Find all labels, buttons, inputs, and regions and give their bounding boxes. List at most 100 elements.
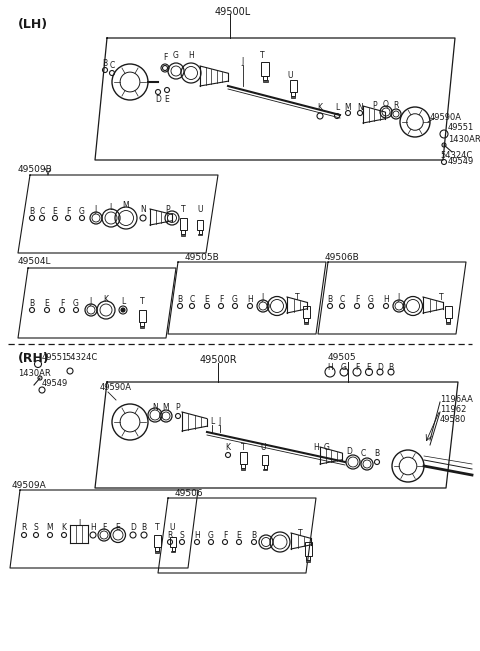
Text: G: G (79, 206, 85, 215)
Bar (140, 322, 144, 326)
Text: D: D (130, 523, 136, 531)
Text: L: L (335, 104, 339, 113)
Bar (199, 230, 202, 234)
Text: P: P (372, 100, 377, 109)
Bar (155, 551, 159, 553)
Text: B: B (102, 59, 108, 68)
Text: P: P (166, 206, 170, 214)
Text: 49500R: 49500R (200, 355, 238, 365)
Bar (140, 326, 144, 327)
Bar (289, 80, 297, 92)
Bar (304, 322, 308, 324)
Text: P: P (176, 404, 180, 413)
Text: B: B (374, 449, 380, 458)
Text: B: B (29, 206, 35, 215)
Text: H: H (90, 523, 96, 531)
Text: 49505B: 49505B (185, 253, 220, 262)
Bar (304, 318, 308, 322)
Bar (241, 464, 245, 468)
Text: H: H (188, 51, 194, 59)
Text: U: U (287, 72, 293, 81)
Text: B: B (388, 363, 394, 372)
Text: T: T (140, 298, 144, 307)
Text: C: C (39, 206, 45, 215)
Text: D: D (155, 96, 161, 105)
Text: U: U (169, 523, 175, 531)
Text: K: K (61, 523, 67, 533)
Text: H: H (313, 443, 319, 452)
Bar (181, 234, 185, 236)
Bar (264, 465, 266, 469)
Text: J: J (398, 294, 400, 303)
Text: F: F (355, 363, 359, 372)
Text: E: E (45, 299, 49, 307)
Bar (240, 452, 247, 464)
Bar (263, 80, 267, 81)
Text: E: E (367, 363, 372, 372)
Bar (241, 468, 245, 469)
Bar (170, 537, 176, 547)
Text: T: T (260, 51, 264, 59)
Text: B: B (142, 523, 146, 531)
Text: 54324C: 54324C (65, 353, 97, 363)
Text: T: T (298, 529, 302, 538)
Text: H: H (327, 363, 333, 372)
Text: 49505: 49505 (328, 353, 357, 363)
Text: E: E (204, 294, 209, 303)
Text: F: F (219, 294, 223, 303)
Bar (444, 306, 452, 318)
Text: L: L (121, 298, 125, 307)
Bar (263, 76, 267, 80)
Bar (291, 96, 295, 98)
Text: J: J (219, 417, 221, 426)
Bar (262, 455, 268, 465)
Text: M: M (345, 102, 351, 111)
Bar (304, 542, 312, 555)
Bar (181, 230, 185, 234)
Text: 49549: 49549 (448, 158, 474, 167)
Text: G: G (341, 363, 347, 372)
Text: 49590A: 49590A (100, 383, 132, 393)
Text: G: G (368, 294, 374, 303)
Text: 49509A: 49509A (12, 480, 47, 490)
Text: (LH): (LH) (18, 18, 48, 31)
Text: T: T (155, 523, 159, 531)
Bar (171, 547, 175, 551)
Text: Q: Q (383, 100, 389, 109)
Text: E: E (53, 206, 58, 215)
Text: 49580: 49580 (440, 415, 467, 424)
Text: D: D (346, 447, 352, 456)
Text: 49551: 49551 (448, 124, 474, 133)
Bar (155, 547, 159, 551)
Text: L: L (210, 417, 214, 426)
Bar (180, 218, 187, 230)
Text: G: G (173, 51, 179, 61)
Text: L: L (78, 518, 82, 527)
Text: C: C (190, 294, 194, 303)
Text: F: F (223, 531, 227, 540)
Text: 49506B: 49506B (325, 253, 360, 262)
Text: T: T (439, 294, 444, 303)
Text: C: C (360, 449, 366, 458)
Text: G: G (232, 294, 238, 303)
Text: 1430AR: 1430AR (448, 135, 480, 145)
Text: U: U (197, 206, 203, 214)
Text: F: F (355, 294, 359, 303)
Bar (306, 555, 310, 560)
Text: U: U (260, 443, 266, 452)
Text: M: M (47, 523, 53, 533)
Bar (291, 92, 295, 96)
Text: B: B (252, 531, 257, 540)
Text: 1196AA: 1196AA (440, 396, 473, 404)
Bar (154, 535, 160, 547)
Text: H: H (247, 294, 253, 303)
Text: T: T (295, 294, 300, 303)
Text: E: E (165, 96, 169, 105)
Text: N: N (357, 102, 363, 111)
Text: 49509B: 49509B (18, 165, 53, 174)
Text: N: N (152, 404, 158, 413)
Text: H: H (383, 294, 389, 303)
Text: E: E (237, 531, 241, 540)
Text: T: T (240, 443, 245, 452)
Bar (302, 306, 310, 318)
